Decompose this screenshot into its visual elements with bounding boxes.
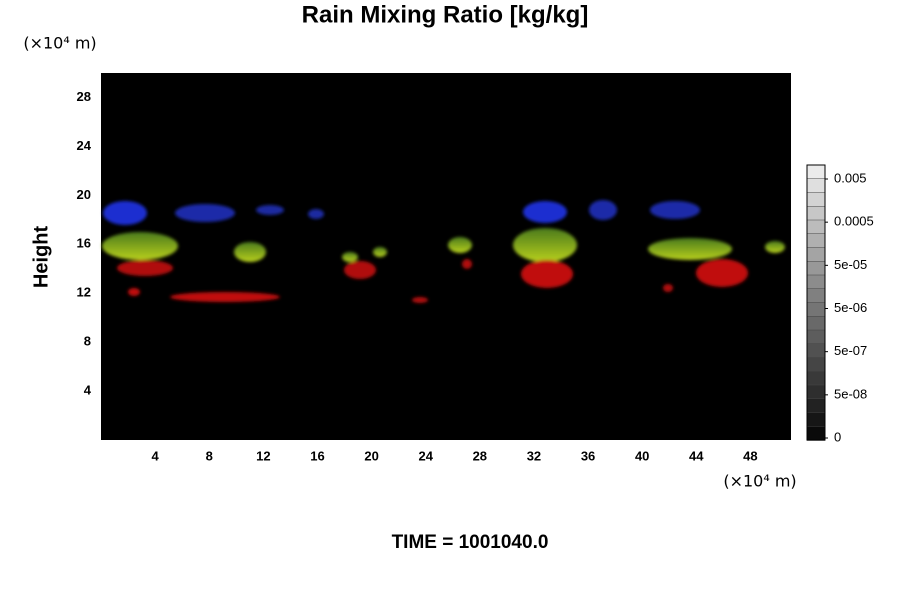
blob — [344, 261, 376, 279]
colorbar-band — [806, 384, 826, 400]
colorbar-band — [806, 316, 826, 331]
blob — [448, 237, 472, 253]
x-tick-label: 12 — [256, 448, 270, 463]
y-tick-label: 24 — [77, 138, 92, 153]
x-tick-label: 36 — [581, 448, 595, 463]
blob — [462, 259, 472, 269]
colorbar-band — [806, 329, 826, 345]
blob — [521, 260, 573, 288]
blob — [648, 238, 732, 260]
x-tick-label: 16 — [310, 448, 324, 463]
blob — [696, 259, 748, 287]
colorbar-band — [806, 288, 826, 304]
colorbar-band — [806, 371, 826, 386]
x-tick-label: 20 — [364, 448, 378, 463]
colorbar-band — [806, 426, 826, 441]
y-tick-label: 4 — [84, 383, 92, 398]
volume-render — [102, 200, 785, 303]
x-tick-label: 48 — [743, 448, 757, 463]
x-tick-label: 24 — [418, 448, 433, 463]
blob — [175, 204, 235, 222]
y-tick-label: 16 — [77, 236, 91, 251]
colorbar-band — [806, 192, 826, 207]
y-axis-label: Height — [30, 226, 52, 289]
y-tick-label: 12 — [77, 285, 91, 300]
colorbar-band — [806, 206, 826, 221]
colorbar-band — [806, 343, 826, 359]
x-tick-label: 28 — [473, 448, 487, 463]
colorbar-band — [806, 274, 826, 290]
blob — [523, 201, 567, 223]
colorbar-tick-label: 0.005 — [834, 170, 867, 185]
blob — [342, 252, 358, 262]
blob — [663, 284, 673, 292]
blob — [102, 232, 178, 260]
colorbar-band — [806, 261, 826, 276]
colorbar-band — [806, 233, 826, 249]
colorbar-band — [806, 247, 826, 262]
colorbar-frame — [806, 164, 826, 441]
y-tick-label: 20 — [77, 187, 91, 202]
colorbar-tick-label: 0.0005 — [834, 214, 874, 229]
blob — [256, 205, 284, 215]
blob — [234, 242, 266, 262]
colorbar-tick-label: 5e-08 — [834, 386, 867, 401]
blob — [589, 200, 617, 220]
x-unit: (×10⁴ m) — [723, 472, 796, 491]
blob — [128, 288, 140, 296]
blob — [765, 241, 785, 253]
colorbar-tick-label: 5e-07 — [834, 343, 867, 358]
colorbar-tick-label: 0 — [834, 429, 841, 444]
x-tick-label: 40 — [635, 448, 649, 463]
blob — [513, 228, 577, 262]
blob — [650, 201, 700, 219]
x-tick-label: 44 — [689, 448, 704, 463]
blob — [103, 201, 147, 225]
colorbar-band — [806, 302, 826, 317]
footer: TIME = 1001040.0 — [392, 532, 549, 553]
colorbar-band — [806, 412, 826, 427]
blob — [308, 209, 324, 219]
blob — [412, 297, 428, 303]
colorbar-tick-label: 5e-06 — [834, 300, 867, 315]
y-unit: (×10⁴ m) — [23, 34, 96, 53]
x-tick-label: 8 — [206, 448, 213, 463]
colorbar-band — [806, 164, 826, 180]
colorbar-band — [806, 357, 826, 372]
x-tick-label: 32 — [527, 448, 541, 463]
colorbar-tick-label: 5e-05 — [834, 257, 867, 272]
colorbar-band — [806, 219, 826, 235]
blob — [117, 260, 173, 276]
blob — [170, 292, 280, 302]
colorbar-band — [806, 178, 826, 194]
colorbar-band — [806, 398, 826, 414]
x-tick-label: 4 — [152, 448, 160, 463]
y-tick-label: 28 — [77, 89, 91, 104]
blob — [373, 247, 387, 257]
chart-title: Rain Mixing Ratio [kg/kg] — [302, 1, 589, 28]
y-tick-label: 8 — [84, 334, 91, 349]
